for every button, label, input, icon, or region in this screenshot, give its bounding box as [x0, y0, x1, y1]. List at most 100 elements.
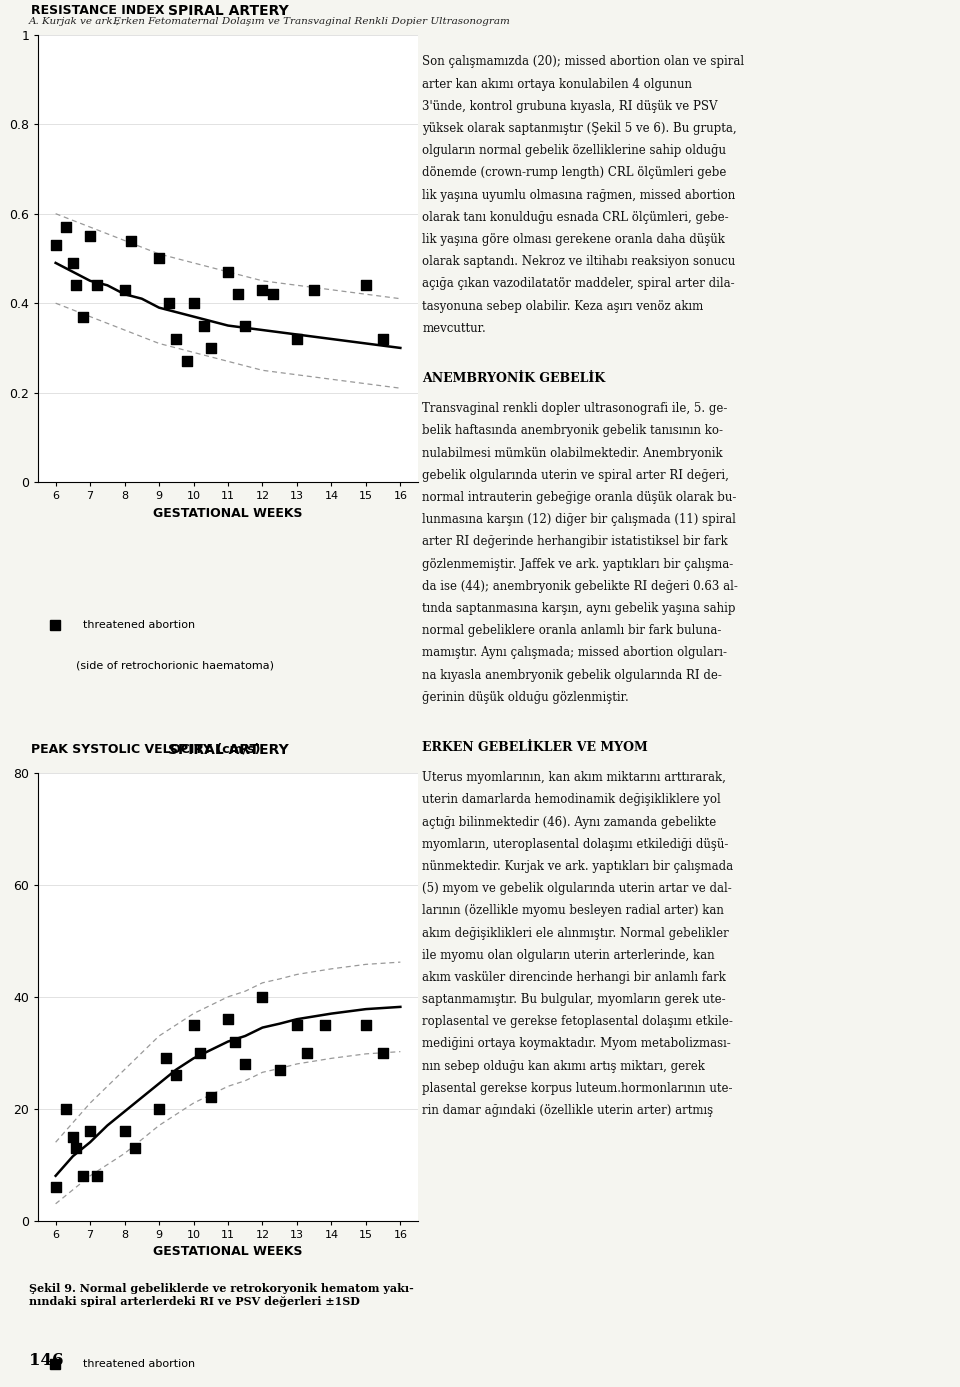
- Point: [193, 1042, 208, 1064]
- Point: [76, 305, 91, 327]
- Point: [254, 279, 270, 301]
- Point: [83, 1119, 98, 1142]
- Point: [375, 1042, 391, 1064]
- Point: [68, 1137, 84, 1160]
- Point: [128, 1137, 143, 1160]
- Text: nulabilmesi mümkün olabilmektedir. Anembryonik: nulabilmesi mümkün olabilmektedir. Anemb…: [422, 447, 723, 459]
- Point: [76, 1165, 91, 1187]
- Point: [48, 1176, 63, 1198]
- Point: [169, 1064, 184, 1086]
- Point: [289, 1014, 304, 1036]
- Point: [289, 327, 304, 350]
- Point: [48, 234, 63, 257]
- Text: Transvaginal renkli dopler ultrasonografi ile, 5. ge-: Transvaginal renkli dopler ultrasonograf…: [422, 402, 728, 415]
- Point: [68, 275, 84, 297]
- Point: [204, 1086, 219, 1108]
- Title: SPIRAL ARTERY: SPIRAL ARTERY: [168, 4, 288, 18]
- Point: [89, 1165, 105, 1187]
- Text: ERKEN GEBELİKLER VE MYOM: ERKEN GEBELİKLER VE MYOM: [422, 741, 648, 753]
- Text: lik yaşına uyumlu olmasına rağmen, missed abortion: lik yaşına uyumlu olmasına rağmen, misse…: [422, 189, 735, 201]
- Point: [375, 327, 391, 350]
- Point: [117, 1119, 132, 1142]
- Point: [228, 1031, 243, 1053]
- Text: Şekil 9. Normal gebeliklerde ve retrokoryonik hematom yakı-
nındaki spiral arter: Şekil 9. Normal gebeliklerde ve retrokor…: [29, 1283, 414, 1307]
- Point: [152, 1097, 167, 1119]
- Text: da ise (44); anembryonik gebelikte RI değeri 0.63 al-: da ise (44); anembryonik gebelikte RI de…: [422, 580, 738, 592]
- Text: olguların normal gebelik özelliklerine sahip olduğu: olguların normal gebelik özelliklerine s…: [422, 144, 727, 157]
- Text: gebelik olgularında uterin ve spiral arter RI değeri,: gebelik olgularında uterin ve spiral art…: [422, 469, 730, 481]
- Text: tında saptanmasına karşın, aynı gebelik yaşına sahip: tında saptanmasına karşın, aynı gebelik …: [422, 602, 736, 614]
- Point: [89, 275, 105, 297]
- Text: ğerinin düşük olduğu gözlenmiştir.: ğerinin düşük olduğu gözlenmiştir.: [422, 691, 629, 703]
- Text: plasental gerekse korpus luteum.hormonlarının ute-: plasental gerekse korpus luteum.hormonla…: [422, 1082, 732, 1094]
- Point: [161, 293, 177, 315]
- Text: 3'ünde, kontrol grubuna kıyasla, RI düşük ve PSV: 3'ünde, kontrol grubuna kıyasla, RI düşü…: [422, 100, 718, 112]
- Point: [65, 1126, 81, 1148]
- Text: na kıyasla anembryonik gebelik olgularında RI de-: na kıyasla anembryonik gebelik olguların…: [422, 669, 722, 681]
- Point: [59, 1097, 74, 1119]
- Point: [124, 229, 139, 251]
- Point: [358, 275, 373, 297]
- Text: roplasental ve gerekse fetoplasental dolaşımı etkile-: roplasental ve gerekse fetoplasental dol…: [422, 1015, 733, 1028]
- Text: akım vasküler direncinde herhangi bir anlamlı fark: akım vasküler direncinde herhangi bir an…: [422, 971, 727, 983]
- Text: olarak saptandı. Nekroz ve iltihabı reaksiyon sonucu: olarak saptandı. Nekroz ve iltihabı reak…: [422, 255, 735, 268]
- Text: gözlenmemiştir. Jaffek ve ark. yaptıkları bir çalışma-: gözlenmemiştir. Jaffek ve ark. yaptıklar…: [422, 558, 733, 570]
- Text: mamıştır. Aynı çalışmada; missed abortion olguları-: mamıştır. Aynı çalışmada; missed abortio…: [422, 646, 728, 659]
- Point: [186, 1014, 202, 1036]
- Point: [358, 1014, 373, 1036]
- Text: olarak tanı konulduğu esnada CRL ölçümleri, gebe-: olarak tanı konulduğu esnada CRL ölçümle…: [422, 211, 729, 223]
- Text: açtığı bilinmektedir (46). Aynı zamanda gebelikte: açtığı bilinmektedir (46). Aynı zamanda …: [422, 816, 717, 828]
- Text: PEAK SYSTOLIC VELOCITY (cm/s): PEAK SYSTOLIC VELOCITY (cm/s): [31, 742, 260, 755]
- Point: [117, 279, 132, 301]
- Point: [65, 252, 81, 275]
- Text: rin damar ağındaki (özellikle uterin arter) artmış: rin damar ağındaki (özellikle uterin art…: [422, 1104, 713, 1117]
- Text: RESISTANCE INDEX: RESISTANCE INDEX: [31, 4, 164, 17]
- Text: normal gebeliklere oranla anlamlı bir fark buluna-: normal gebeliklere oranla anlamlı bir fa…: [422, 624, 722, 637]
- Text: (5) myom ve gebelik olgularında uterin artar ve dal-: (5) myom ve gebelik olgularında uterin a…: [422, 882, 732, 895]
- Point: [59, 216, 74, 239]
- Point: [220, 1008, 235, 1031]
- Text: threatened abortion: threatened abortion: [76, 1359, 196, 1369]
- Text: açığa çıkan vazodilatatör maddeler, spiral arter dila-: açığa çıkan vazodilatatör maddeler, spir…: [422, 277, 735, 290]
- Text: Uterus myomlarının, kan akım miktarını arttırarak,: Uterus myomlarının, kan akım miktarını a…: [422, 771, 727, 784]
- Point: [272, 1058, 287, 1080]
- Text: belik haftasında anembryonik gebelik tanısının ko-: belik haftasında anembryonik gebelik tan…: [422, 424, 724, 437]
- Text: threatened abortion: threatened abortion: [76, 620, 196, 630]
- Point: [220, 261, 235, 283]
- Point: [186, 293, 202, 315]
- Point: [152, 247, 167, 269]
- Point: [158, 1047, 174, 1069]
- Point: [306, 279, 322, 301]
- Text: myomların, uteroplasental dolaşımı etkilediği düşü-: myomların, uteroplasental dolaşımı etkil…: [422, 838, 729, 850]
- Title: SPIRAL ARTERY: SPIRAL ARTERY: [168, 742, 288, 757]
- Text: nünmektedir. Kurjak ve ark. yaptıkları bir çalışmada: nünmektedir. Kurjak ve ark. yaptıkları b…: [422, 860, 733, 872]
- Text: saptanmamıştır. Bu bulgular, myomların gerek ute-: saptanmamıştır. Bu bulgular, myomların g…: [422, 993, 726, 1006]
- Point: [204, 337, 219, 359]
- Point: [179, 351, 194, 373]
- Text: (side of retrochorionic haematoma): (side of retrochorionic haematoma): [76, 660, 275, 671]
- X-axis label: GESTATIONAL WEEKS: GESTATIONAL WEEKS: [154, 506, 302, 520]
- Text: Erken Fetomaternal Dolaşım ve Transvaginal Renkli Dopier Ultrasonogram: Erken Fetomaternal Dolaşım ve Transvagin…: [110, 17, 511, 25]
- Point: [196, 315, 211, 337]
- Text: dönemde (crown-rump length) CRL ölçümleri gebe: dönemde (crown-rump length) CRL ölçümler…: [422, 166, 727, 179]
- Text: ANEMBRYONİK GEBELİK: ANEMBRYONİK GEBELİK: [422, 372, 606, 384]
- Text: normal intrauterin gebeğige oranla düşük olarak bu-: normal intrauterin gebeğige oranla düşük…: [422, 491, 736, 503]
- Point: [300, 1042, 315, 1064]
- Text: ile myomu olan olguların uterin arterlerinde, kan: ile myomu olan olguların uterin arterler…: [422, 949, 715, 961]
- Point: [265, 283, 280, 305]
- Text: mevcuttur.: mevcuttur.: [422, 322, 486, 334]
- Text: larının (özellikle myomu besleyen radial arter) kan: larının (özellikle myomu besleyen radial…: [422, 904, 724, 917]
- Text: 146: 146: [29, 1352, 63, 1369]
- Text: lunmasına karşın (12) diğer bir çalışmada (11) spiral: lunmasına karşın (12) diğer bir çalışmad…: [422, 513, 736, 526]
- Text: yüksek olarak saptanmıştır (Şekil 5 ve 6). Bu grupta,: yüksek olarak saptanmıştır (Şekil 5 ve 6…: [422, 122, 737, 135]
- Text: mediğini ortaya koymaktadır. Myom metabolizması-: mediğini ortaya koymaktadır. Myom metabo…: [422, 1037, 732, 1050]
- Text: Son çalışmamızda (20); missed abortion olan ve spiral: Son çalışmamızda (20); missed abortion o…: [422, 55, 745, 68]
- Point: [237, 315, 252, 337]
- Text: akım değişiklikleri ele alınmıştır. Normal gebelikler: akım değişiklikleri ele alınmıştır. Norm…: [422, 927, 730, 939]
- Point: [83, 225, 98, 247]
- X-axis label: GESTATIONAL WEEKS: GESTATIONAL WEEKS: [154, 1246, 302, 1258]
- Text: arter RI değerinde herhangibir istatistiksel bir fark: arter RI değerinde herhangibir istatisti…: [422, 535, 728, 548]
- Text: nın sebep olduğu kan akımı artış miktarı, gerek: nın sebep olduğu kan akımı artış miktarı…: [422, 1060, 706, 1072]
- Text: uterin damarlarda hemodinamik değişikliklere yol: uterin damarlarda hemodinamik değişiklik…: [422, 793, 721, 806]
- Point: [317, 1014, 332, 1036]
